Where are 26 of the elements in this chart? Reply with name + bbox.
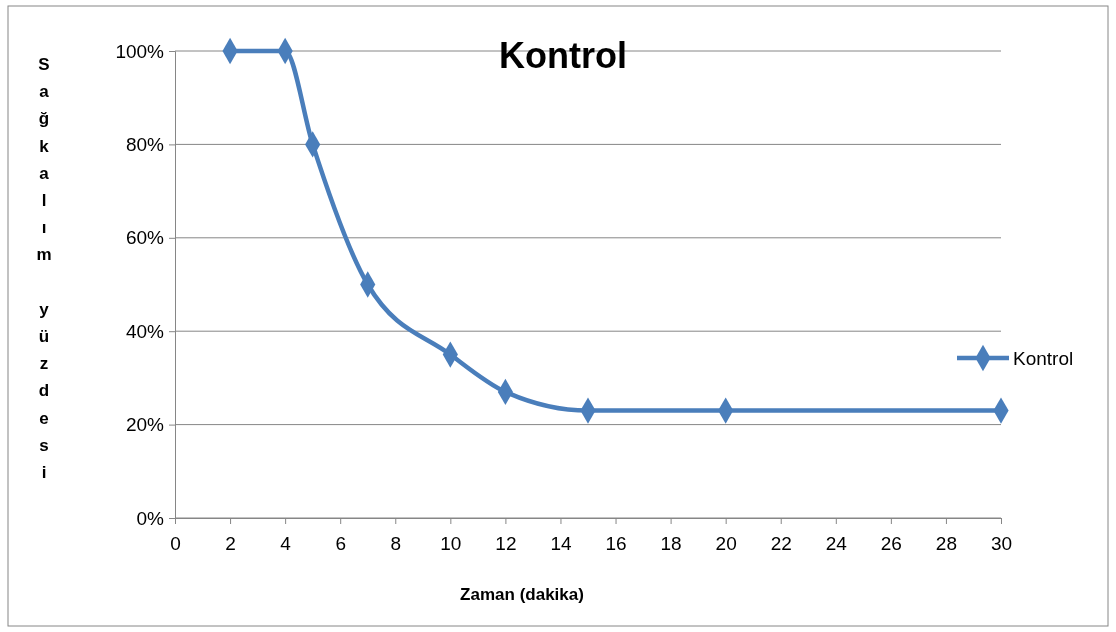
x-tick-label: 2 [225,532,236,554]
y-tick-label: 100% [115,40,165,62]
x-tick-label: 6 [335,532,346,554]
text: Sağkalım yüzdesi [36,55,52,482]
x-tick-label: 4 [280,532,292,554]
y-tick-label: 0% [136,507,165,529]
x-tick-label: 18 [660,532,682,554]
x-tick-label: 10 [440,532,462,554]
legend-label: Kontrol [1013,348,1074,369]
x-axis-title: Zaman (dakika) [460,585,584,604]
y-tick-label: 20% [125,414,165,436]
x-tick-label: 8 [390,532,402,554]
y-tick-label: 40% [125,320,165,342]
x-tick-label: 26 [880,532,902,554]
x-tick-label: 20 [715,532,737,554]
x-tick-label: 0 [170,532,181,554]
x-tick-label: 22 [770,532,792,554]
y-tick-label: 80% [125,133,165,155]
x-tick-label: 16 [605,532,627,554]
x-tick-label: 14 [550,532,572,554]
x-tick-label: 28 [935,532,957,554]
chart-title: Kontrol [499,35,627,76]
x-tick-label: 30 [990,532,1013,554]
x-tick-label: 12 [495,532,517,554]
y-tick-label: 60% [125,227,165,249]
x-tick-label: 24 [825,532,848,554]
